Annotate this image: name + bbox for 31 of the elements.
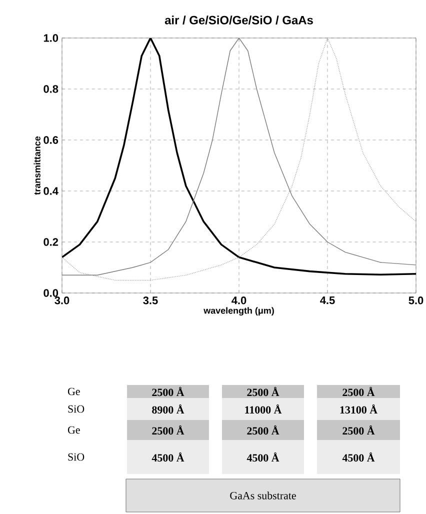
y-tick-label: 0.6 [44,136,58,144]
text: 2500 Å [342,425,375,435]
x-tick-label: 4.5 [320,296,335,304]
category-label: Ge [68,426,80,434]
x-tick-label: 5.0 [408,296,424,304]
y-tick-label: 0.2 [44,238,58,246]
category-label: SiO [68,453,84,461]
text: 2500 Å [152,386,184,396]
category-label: Ge [68,388,80,396]
y-tick-label: 1.0 [44,34,58,42]
text: 4500 Å [342,452,375,462]
x-tick-label: 4.0 [232,296,246,304]
x-axis-title: wavelength (μm) [204,307,274,316]
chart-title: air / Ge/SiO/Ge/SiO / GaAs [164,16,313,25]
text: 2500 Å [247,425,280,435]
y-tick-label: 0.0 [44,289,58,297]
category-label: SiO [68,405,84,413]
text: 8900 Å [152,404,184,414]
x-tick-label: 3.5 [143,296,158,304]
text: GaAs substrate [230,492,296,500]
text: 2500 Å [247,386,280,396]
y-tick-label: 0.8 [44,85,58,93]
x-tick-label: 3.0 [54,296,70,304]
y-tick-label: 0.4 [44,187,58,195]
text: 11000 Å [245,404,282,414]
text: 4500 Å [152,452,184,462]
text: 4500 Å [246,452,280,462]
text: 2500 Å [152,425,184,435]
y-axis-title: transmittance [34,136,40,195]
text: 2500 Å [342,386,375,396]
text: 13100 Å [340,404,378,414]
